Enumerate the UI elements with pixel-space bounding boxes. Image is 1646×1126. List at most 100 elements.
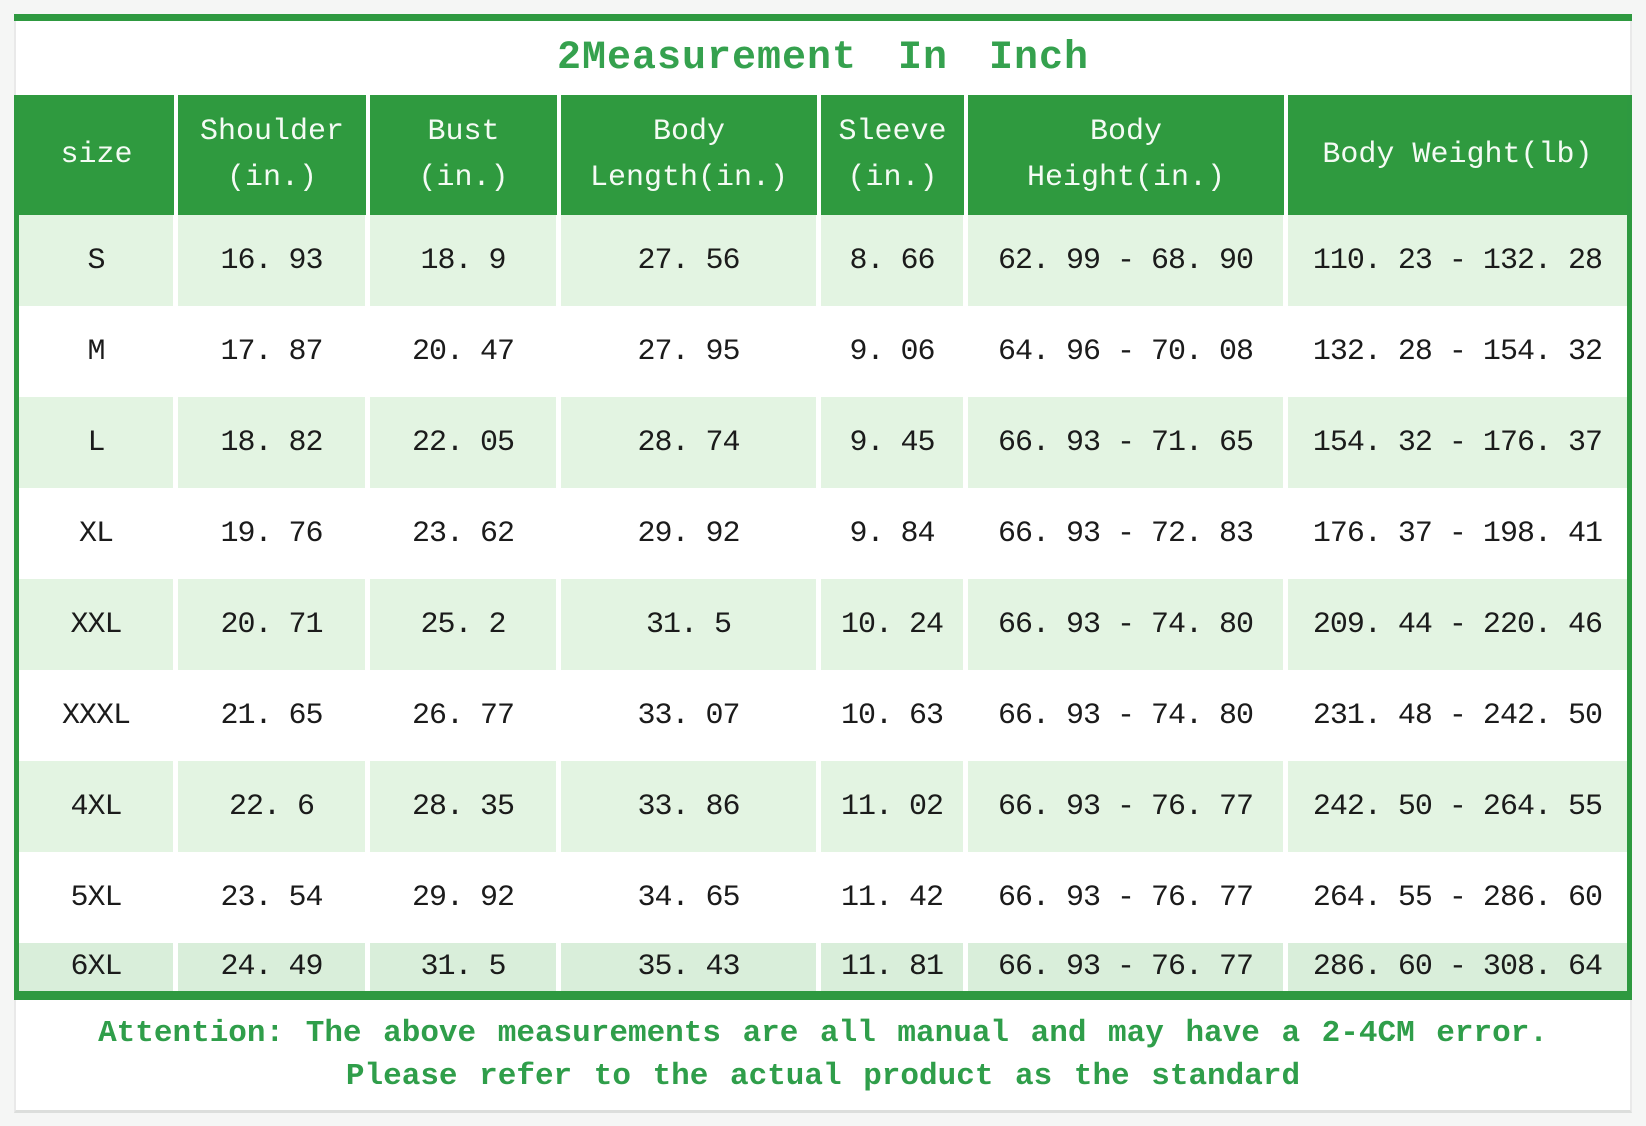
chart-title: 2Measurement In Inch	[556, 35, 1090, 81]
table-cell: 17. 87	[178, 306, 370, 397]
table-cell: 64. 96 - 70. 08	[967, 306, 1288, 397]
table-cell-size: L	[19, 397, 179, 488]
table-cell: 22. 6	[178, 761, 370, 852]
table-cell-size: M	[19, 306, 179, 397]
table-row-6xl: 6XL 24. 49 31. 5 35. 43 11. 81 66. 93 - …	[19, 943, 1627, 991]
table-cell: 286. 60 - 308. 64	[1287, 943, 1627, 991]
table-row-l: L 18. 82 22. 05 28. 74 9. 45 66. 93 - 71…	[19, 397, 1627, 488]
table-cell: 25. 2	[370, 579, 562, 670]
table-cell: 29. 92	[370, 852, 562, 943]
table-cell: 21. 65	[178, 670, 370, 761]
table-row-s: S 16. 93 18. 9 27. 56 8. 66 62. 99 - 68.…	[19, 215, 1627, 306]
header-cell-sleeve: Sleeve (in.)	[821, 95, 968, 215]
table-cell-size: S	[19, 215, 179, 306]
table-cell: 154. 32 - 176. 37	[1287, 397, 1627, 488]
table-cell: 132. 28 - 154. 32	[1287, 306, 1627, 397]
table-cell: 110. 23 - 132. 28	[1287, 215, 1627, 306]
table-header-row: size Shoulder (in.) Bust (in.) Body Leng…	[19, 95, 1627, 215]
header-label: Body	[1089, 115, 1162, 149]
table-row-xl: XL 19. 76 23. 62 29. 92 9. 84 66. 93 - 7…	[19, 488, 1627, 579]
header-label: size	[60, 138, 133, 172]
table-cell: 176. 37 - 198. 41	[1287, 488, 1627, 579]
attention-note-line1: Attention: The above measurements are al…	[98, 1016, 1548, 1051]
table-cell: 66. 93 - 71. 65	[967, 397, 1288, 488]
table-cell: 66. 93 - 76. 77	[967, 761, 1288, 852]
header-cell-body-length: Body Length(in.)	[561, 95, 822, 215]
header-cell-body-height: Body Height(in.)	[968, 95, 1288, 215]
table-cell: 209. 44 - 220. 46	[1287, 579, 1627, 670]
size-table: size Shoulder (in.) Bust (in.) Body Leng…	[14, 95, 1632, 1000]
table-cell: 18. 82	[178, 397, 370, 488]
header-label: Shoulder	[199, 115, 345, 149]
table-cell-size: XXL	[19, 579, 179, 670]
table-row-5xl: 5XL 23. 54 29. 92 34. 65 11. 42 66. 93 -…	[19, 852, 1627, 943]
table-cell: 242. 50 - 264. 55	[1287, 761, 1627, 852]
table-cell: 23. 62	[370, 488, 562, 579]
table-cell: 29. 92	[561, 488, 822, 579]
table-cell: 9. 06	[821, 306, 968, 397]
header-label-unit: (in.)	[418, 161, 509, 195]
header-label-unit: Length(in.)	[589, 161, 789, 195]
table-cell: 27. 56	[561, 215, 822, 306]
table-cell: 62. 99 - 68. 90	[967, 215, 1288, 306]
table-cell: 16. 93	[178, 215, 370, 306]
table-cell: 11. 02	[821, 761, 968, 852]
table-cell: 231. 48 - 242. 50	[1287, 670, 1627, 761]
table-cell: 26. 77	[370, 670, 562, 761]
table-cell: 24. 49	[178, 943, 370, 991]
table-row-m: M 17. 87 20. 47 27. 95 9. 06 64. 96 - 70…	[19, 306, 1627, 397]
title-area: 2Measurement In Inch	[14, 21, 1632, 95]
table-row-xxxl: XXXL 21. 65 26. 77 33. 07 10. 63 66. 93 …	[19, 670, 1627, 761]
table-cell: 66. 93 - 74. 80	[967, 670, 1288, 761]
table-row-4xl: 4XL 22. 6 28. 35 33. 86 11. 02 66. 93 - …	[19, 761, 1627, 852]
table-cell-size: 6XL	[19, 943, 179, 991]
header-cell-bust: Bust (in.)	[370, 95, 562, 215]
table-cell: 19. 76	[178, 488, 370, 579]
header-cell-size: size	[19, 95, 179, 215]
table-cell: 66. 93 - 76. 77	[967, 852, 1288, 943]
header-label: Sleeve	[838, 115, 947, 149]
header-label-unit: Height(in.)	[1026, 161, 1225, 195]
header-label-unit: (in.)	[847, 161, 938, 195]
header-label: Body Weight(lb)	[1322, 138, 1593, 172]
table-cell: 66. 93 - 72. 83	[967, 488, 1288, 579]
table-cell: 8. 66	[821, 215, 968, 306]
top-accent-bar	[14, 14, 1632, 21]
table-cell: 28. 74	[561, 397, 822, 488]
header-cell-body-weight: Body Weight(lb)	[1288, 95, 1627, 215]
table-cell: 11. 42	[821, 852, 968, 943]
table-cell: 18. 9	[370, 215, 562, 306]
table-cell: 35. 43	[561, 943, 822, 991]
table-cell: 10. 24	[821, 579, 968, 670]
table-cell: 20. 71	[178, 579, 370, 670]
table-cell: 33. 86	[561, 761, 822, 852]
header-label-unit: (in.)	[227, 161, 318, 195]
attention-note: Attention: The above measurements are al…	[14, 1000, 1632, 1113]
table-cell-size: XL	[19, 488, 179, 579]
table-cell-size: 5XL	[19, 852, 179, 943]
table-cell: 9. 45	[821, 397, 968, 488]
table-cell-size: XXXL	[19, 670, 179, 761]
table-cell-size: 4XL	[19, 761, 179, 852]
table-cell: 22. 05	[370, 397, 562, 488]
table-cell: 9. 84	[821, 488, 968, 579]
table-cell: 28. 35	[370, 761, 562, 852]
table-cell: 66. 93 - 74. 80	[967, 579, 1288, 670]
header-cell-shoulder: Shoulder (in.)	[178, 95, 370, 215]
attention-note-line2: Please refer to the actual product as th…	[345, 1059, 1301, 1094]
table-cell: 34. 65	[561, 852, 822, 943]
table-cell: 27. 95	[561, 306, 822, 397]
table-cell: 264. 55 - 286. 60	[1287, 852, 1627, 943]
table-cell: 11. 81	[821, 943, 968, 991]
size-chart-sheet: 2Measurement In Inch size Shoulder (in.)…	[14, 14, 1632, 1113]
header-label: Body	[653, 115, 726, 149]
table-cell: 33. 07	[561, 670, 822, 761]
table-cell: 20. 47	[370, 306, 562, 397]
table-row-xxl: XXL 20. 71 25. 2 31. 5 10. 24 66. 93 - 7…	[19, 579, 1627, 670]
table-cell: 31. 5	[561, 579, 822, 670]
table-cell: 10. 63	[821, 670, 968, 761]
table-cell: 23. 54	[178, 852, 370, 943]
header-label: Bust	[427, 115, 500, 149]
table-cell: 66. 93 - 76. 77	[967, 943, 1288, 991]
